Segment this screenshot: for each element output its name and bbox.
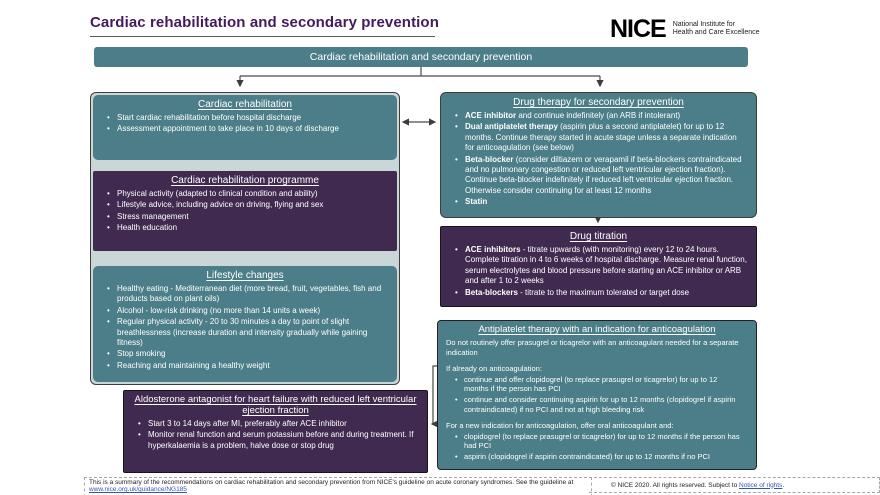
footer-guideline-link[interactable]: www.nice.org.uk/guidance/NG185 xyxy=(89,486,187,494)
list-item: Start 3 to 14 days after MI, preferably … xyxy=(138,419,419,430)
box-rehabilitation-programme: Cardiac rehabilitation programme Physica… xyxy=(93,171,397,251)
box-antiplatelet-anticoagulation: Antiplatelet therapy with an indication … xyxy=(437,320,757,470)
box-lifestyle-changes-header: Lifestyle changes xyxy=(206,270,284,281)
list-item: clopidogrel (to replace prasugrel or tic… xyxy=(455,432,740,451)
footer-summary-text: This is a summary of the recommendations… xyxy=(89,479,574,486)
list-item: Alcohol - low-risk drinking (no more tha… xyxy=(107,306,389,317)
drug-titration-bullets: ACE inhibitors - titrate upwards (with m… xyxy=(441,245,756,298)
footer-summary: This is a summary of the recommendations… xyxy=(84,477,592,495)
nice-logo: NICE National Institute for Health and C… xyxy=(610,17,760,42)
list-item: Dual antiplatelet therapy (aspirin plus … xyxy=(455,122,748,153)
list-item: Stop smoking xyxy=(107,349,389,360)
list-item: Assessment appointment to take place in … xyxy=(107,124,389,135)
list-item: continue and offer clopidogrel (to repla… xyxy=(455,375,740,394)
title-divider xyxy=(90,36,435,37)
box-aldosterone-header: Aldosterone antagonist for heart failure… xyxy=(134,394,417,416)
list-item: Physical activity (adapted to clinical c… xyxy=(107,189,389,200)
antiplatelet-intro: Do not routinely offer prasugrel or tica… xyxy=(446,338,739,357)
box-drug-titration-header: Drug titration xyxy=(569,231,628,242)
antiplatelet-already-label: If already on anticoagulation: xyxy=(446,364,542,374)
antiplatelet-new-label: For a new indication for anticoagulation… xyxy=(446,421,674,431)
box-antiplatelet-header: Antiplatelet therapy with an indication … xyxy=(478,324,716,335)
box-cardiac-rehabilitation: Cardiac rehabilitation Start cardiac reh… xyxy=(93,95,397,160)
list-item: Monitor renal function and serum potassi… xyxy=(138,430,419,451)
left-column-panel: Cardiac rehabilitation Start cardiac reh… xyxy=(90,92,400,385)
drug-therapy-bullets: ACE inhibitor and continue indefinitely … xyxy=(441,111,756,208)
list-item: aspirin (clopidogrel if aspirin contrain… xyxy=(455,452,740,462)
nice-tagline: National Institute for Health and Care E… xyxy=(673,21,760,38)
nice-tagline-line1: National Institute for xyxy=(672,21,735,28)
list-item: Start cardiac rehabilitation before hosp… xyxy=(107,113,389,124)
list-item: Regular physical activity - 20 to 30 min… xyxy=(107,317,389,348)
list-item: Beta-blocker (consider diltiazem or vera… xyxy=(455,155,748,197)
list-item: Health education xyxy=(107,223,389,234)
footer-copyright: © NICE 2020. All rights reserved. Subjec… xyxy=(589,477,880,493)
list-item: Beta-blockers - titrate to the maximum t… xyxy=(455,288,748,299)
box-aldosterone-antagonist: Aldosterone antagonist for heart failure… xyxy=(123,390,428,473)
aldosterone-bullets: Start 3 to 14 days after MI, preferably … xyxy=(124,419,427,451)
box-drug-therapy: Drug therapy for secondary prevention AC… xyxy=(440,92,757,218)
antiplatelet-new-bullets: clopidogrel (to replace prasugrel or tic… xyxy=(446,432,748,462)
box-drug-titration: Drug titration ACE inhibitors - titrate … xyxy=(440,226,757,307)
box-lifestyle-changes: Lifestyle changes Healthy eating - Medit… xyxy=(93,266,397,382)
footer-copyright-text: © NICE 2020. All rights reserved. Subjec… xyxy=(611,481,785,489)
page-title: Cardiac rehabilitation and secondary pre… xyxy=(90,14,439,31)
list-item: ACE inhibitor and continue indefinitely … xyxy=(455,111,748,122)
list-item: ACE inhibitors - titrate upwards (with m… xyxy=(455,245,748,287)
banner-label: Cardiac rehabilitation and secondary pre… xyxy=(309,51,533,63)
rehabilitation-programme-bullets: Physical activity (adapted to clinical c… xyxy=(93,189,397,234)
box-cardiac-rehabilitation-header: Cardiac rehabilitation xyxy=(198,99,292,110)
nice-tagline-line2: Health and Care Excellence xyxy=(672,29,760,37)
antiplatelet-body: Do not routinely offer prasugrel or tica… xyxy=(438,337,756,462)
nice-wordmark: NICE xyxy=(610,15,667,43)
lifestyle-changes-bullets: Healthy eating - Mediterranean diet (mor… xyxy=(93,284,397,372)
list-item: Statin xyxy=(455,197,748,208)
notice-of-rights-link[interactable]: Notice of rights xyxy=(739,481,783,489)
list-item: continue and consider continuing aspirin… xyxy=(455,395,740,414)
banner-cardiac-rehabilitation: Cardiac rehabilitation and secondary pre… xyxy=(94,47,748,67)
box-rehabilitation-programme-header: Cardiac rehabilitation programme xyxy=(171,175,319,186)
list-item: Lifestyle advice, including advice on dr… xyxy=(107,200,389,211)
list-item: Stress management xyxy=(107,212,389,223)
list-item: Healthy eating - Mediterranean diet (mor… xyxy=(107,284,389,305)
box-drug-therapy-header: Drug therapy for secondary prevention xyxy=(513,97,684,108)
antiplatelet-already-bullets: continue and offer clopidogrel (to repla… xyxy=(446,375,748,414)
list-item: Reaching and maintaining a healthy weigh… xyxy=(107,361,389,372)
cardiac-rehabilitation-bullets: Start cardiac rehabilitation before hosp… xyxy=(93,113,397,135)
